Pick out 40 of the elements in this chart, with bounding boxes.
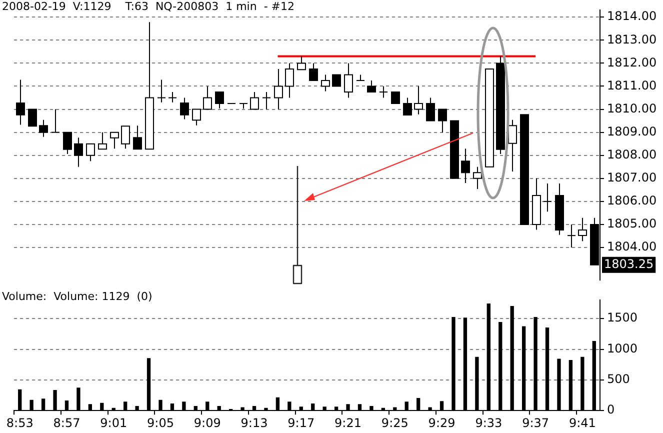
x-tick-label: 9:21: [334, 416, 362, 430]
candlestick: [239, 103, 248, 110]
x-tick-label: 8:53: [6, 416, 34, 430]
text: 1803.25: [604, 256, 654, 271]
candlestick: [262, 92, 271, 110]
y-tick-label: 1804.00: [607, 240, 657, 254]
x-tick-label: 9:13: [240, 416, 268, 430]
y-tick-label: 1000: [607, 341, 638, 356]
candlestick: [51, 108, 60, 133]
candlestick: [157, 79, 166, 103]
y-tick-label: 500: [607, 372, 630, 386]
y-tick-label: 1810.00: [607, 101, 657, 116]
x-tick-label: 9:37: [522, 416, 550, 430]
x-tick-label: 8:57: [53, 416, 80, 430]
candlestick: [567, 224, 576, 248]
y-tick-label: 1814.00: [607, 9, 657, 24]
x-tick-label: 9:01: [100, 416, 128, 430]
candlestick: [356, 74, 365, 81]
y-tick-label: 1809.00: [607, 124, 657, 138]
y-tick-label: 1807.00: [607, 170, 657, 185]
x-tick-label: 9:09: [194, 416, 221, 430]
x-tick-label: 9:29: [428, 416, 456, 430]
y-tick-label: 1812.00: [607, 55, 657, 70]
y-tick-label: 1805.00: [607, 216, 657, 231]
chart-title: 2008-02-19 V:1129 T:63 NQ-200803 1 min - #12: [2, 0, 294, 13]
x-tick-label: 9:17: [288, 416, 315, 430]
candlestick: [379, 86, 388, 98]
y-tick-label: 1813.00: [607, 32, 657, 46]
x-tick-label: 9:25: [381, 416, 408, 430]
y-tick-label: 1806.00: [607, 194, 657, 208]
y-tick-label: 1811.00: [607, 78, 657, 92]
x-tick-label: 9:33: [475, 416, 502, 430]
candlestick: [543, 182, 552, 212]
x-tick-label: 9:41: [568, 416, 596, 430]
x-tick-label: 9:05: [147, 416, 174, 430]
candlestick: [168, 92, 177, 103]
y-tick-label: 0: [607, 402, 615, 417]
y-tick-label: 1808.00: [607, 147, 657, 162]
y-tick-label: 1500: [607, 310, 638, 325]
chart-title: Volume: Volume: 1129 (0): [2, 290, 152, 303]
